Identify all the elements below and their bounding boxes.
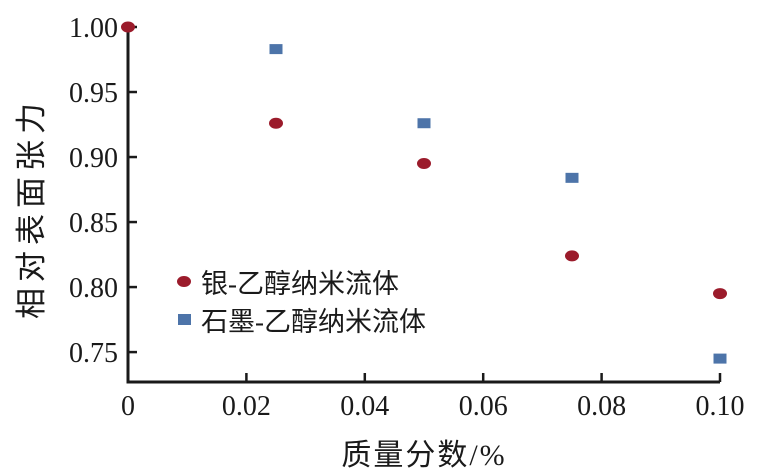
legend-marker-circle-icon <box>177 275 191 287</box>
x-tick-label: 0.10 <box>696 391 745 422</box>
legend-marker-square-icon <box>178 313 191 325</box>
y-axis-label: 相对表面张力 <box>14 97 49 319</box>
data-point-circle <box>565 250 579 262</box>
legend-label-silver-ethanol: 银-乙醇纳米流体 <box>201 268 399 299</box>
y-tick-label: 0.75 <box>69 338 118 369</box>
data-point-circle <box>269 117 283 129</box>
legend-item-silver-ethanol: 银-乙醇纳米流体 <box>177 262 426 300</box>
x-tick-label: 0.06 <box>459 391 508 422</box>
data-point-square <box>417 118 431 129</box>
data-point-circle <box>417 158 431 170</box>
x-tick-label: 0.02 <box>222 391 271 422</box>
x-tick-label: 0 <box>121 391 135 422</box>
x-tick-label: 0.08 <box>577 391 626 422</box>
legend-item-graphite-ethanol: 石墨-乙醇纳米流体 <box>177 300 426 338</box>
y-tick-label: 0.90 <box>69 143 118 174</box>
data-point-square <box>269 44 283 55</box>
data-point-square <box>713 353 727 364</box>
y-tick-label: 0.85 <box>69 208 118 239</box>
data-point-circle <box>121 21 135 33</box>
x-axis-label: 质量分数/% <box>341 439 507 471</box>
legend: 银-乙醇纳米流体 石墨-乙醇纳米流体 <box>177 262 426 338</box>
data-point-circle <box>713 288 727 300</box>
x-tick-label: 0.04 <box>340 391 389 422</box>
legend-label-graphite-ethanol: 石墨-乙醇纳米流体 <box>201 306 426 337</box>
y-tick-label: 0.80 <box>69 273 118 304</box>
data-point-square <box>565 172 579 183</box>
y-tick-label: 1.00 <box>69 13 118 44</box>
y-tick-label: 0.95 <box>69 78 118 109</box>
